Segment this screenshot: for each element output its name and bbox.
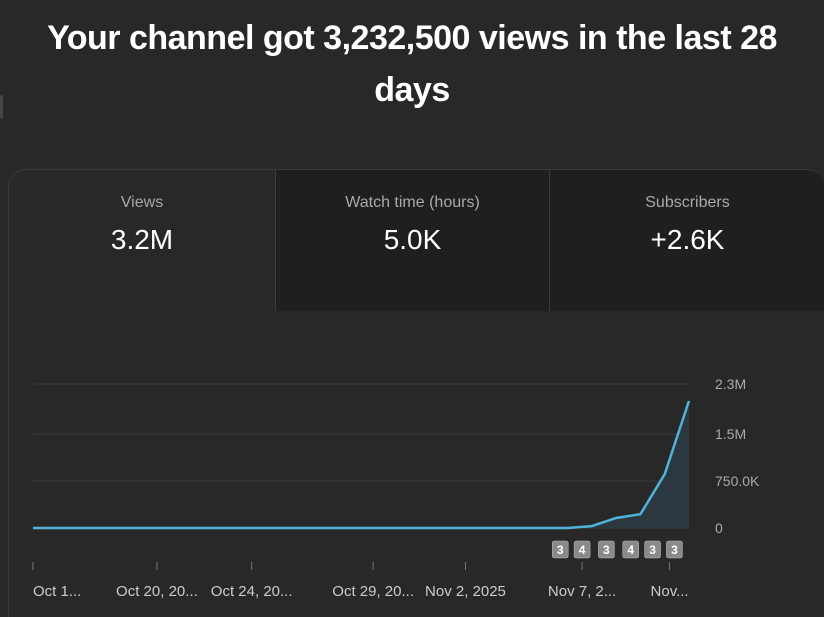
x-tick-label: Oct 29, 20... [332,583,414,600]
edge-handle [0,95,3,119]
x-tick-label: Oct 20, 20... [116,583,198,600]
badge-box [644,540,661,559]
annotation-badge[interactable]: 3 [644,540,661,559]
y-tick-label: 750.0K [715,473,760,489]
badge-box [598,540,615,559]
views-line [33,400,691,530]
y-tick-label: 0 [715,520,723,536]
y-tick-label: 2.3M [715,376,746,392]
annotation-badge[interactable]: 3 [551,540,569,559]
tab-watch-time-value: 5.0K [383,224,442,255]
tab-watch-time-label: Watch time (hours) [345,194,480,211]
annotation-badge[interactable]: 4 [622,540,639,559]
chart-grid [33,383,689,529]
tab-subscribers-value: +2.6K [650,224,725,255]
badge-label: 3 [649,543,656,557]
x-tick-label: Oct 24, 20... [211,583,293,600]
annotation-badge[interactable]: 4 [573,540,591,559]
badge-label: 3 [557,543,564,557]
x-tick-label: Nov... [651,583,689,600]
badge-box [622,540,639,559]
badge-label: 4 [627,543,634,557]
x-axis-labels: Oct 1... Oct 20, 20... Oct 24, 20... Oct 29… [32,562,689,600]
badge-label: 4 [579,543,586,557]
badge-label: 3 [671,543,678,557]
badge-box [551,540,569,559]
x-tick-label: Nov 2, 2025 [425,583,506,600]
tab-views-value: 3.2M [110,224,174,255]
tab-subscribers[interactable]: Subscribers +2.6K [550,170,824,311]
metric-tabs: Views 3.2M Watch time (hours) 5.0K Subsc… [9,170,824,311]
y-axis-labels: 2.3M 1.5M 750.0K 0 [715,376,760,536]
views-area [33,400,689,528]
badge-label: 3 [603,543,610,557]
tab-subscribers-label: Subscribers [645,194,730,211]
badge-box [666,540,683,559]
headline: Your channel got 3,232,500 views in the … [47,19,777,109]
badge-box [573,540,591,559]
x-tick-label: Oct 1... [33,583,81,600]
y-tick-label: 1.5M [715,426,746,442]
tab-views-label: Views [120,194,164,211]
annotation-badges: 3 4 3 4 3 3 [551,540,683,559]
analytics-card: Views 3.2M Watch time (hours) 5.0K Subsc… [8,169,824,617]
tab-watch-time[interactable]: Watch time (hours) 5.0K [276,170,550,311]
x-tick-label: Nov 7, 2... [548,583,616,600]
annotation-badge[interactable]: 3 [666,540,683,559]
annotation-badge[interactable]: 3 [598,540,615,559]
tab-views[interactable]: Views 3.2M [9,170,276,311]
